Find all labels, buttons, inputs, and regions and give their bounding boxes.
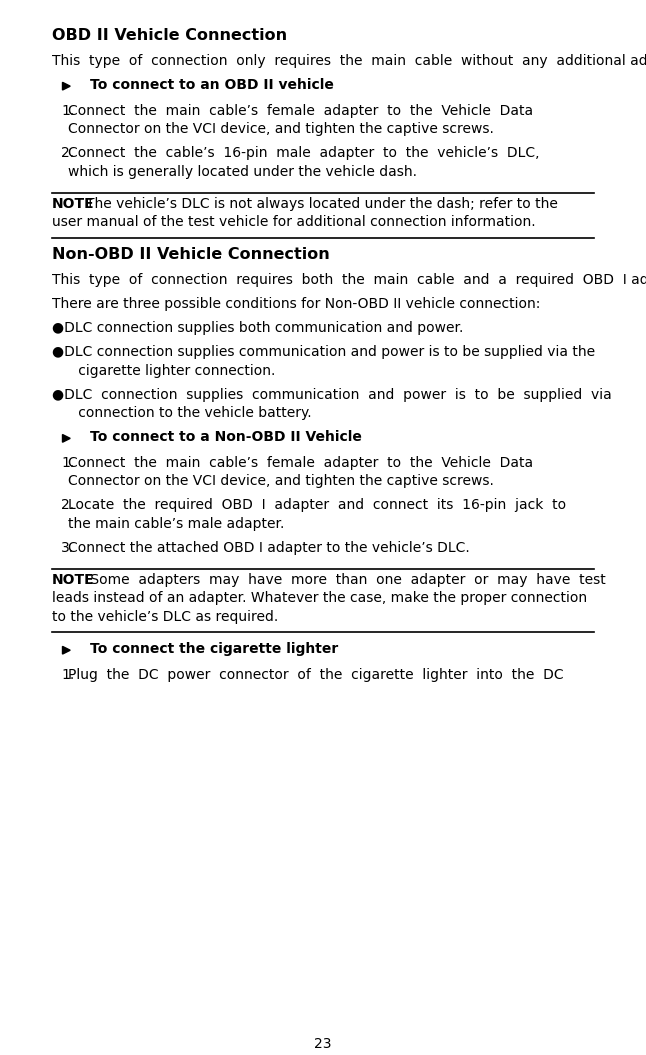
Text: To connect the cigarette lighter: To connect the cigarette lighter [90, 641, 339, 656]
Text: Connect  the  main  cable’s  female  adapter  to  the  Vehicle  Data: Connect the main cable’s female adapter … [68, 456, 533, 469]
Text: ●DLC  connection  supplies  communication  and  power  is  to  be  supplied  via: ●DLC connection supplies communication a… [52, 387, 612, 402]
Text: cigarette lighter connection.: cigarette lighter connection. [52, 364, 275, 378]
Text: There are three possible conditions for Non-OBD II vehicle connection:: There are three possible conditions for … [52, 298, 540, 311]
Text: 1.: 1. [61, 668, 74, 682]
Text: leads instead of an adapter. Whatever the case, make the proper connection: leads instead of an adapter. Whatever th… [52, 592, 587, 606]
Text: 2.: 2. [61, 498, 74, 513]
Text: connection to the vehicle battery.: connection to the vehicle battery. [52, 406, 311, 420]
Text: : The vehicle’s DLC is not always located under the dash; refer to the: : The vehicle’s DLC is not always locate… [78, 196, 558, 211]
Text: This  type  of  connection  only  requires  the  main  cable  without  any  addi: This type of connection only requires th… [52, 54, 646, 68]
Text: ●DLC connection supplies communication and power is to be supplied via the: ●DLC connection supplies communication a… [52, 345, 595, 359]
Text: Connector on the VCI device, and tighten the captive screws.: Connector on the VCI device, and tighten… [68, 475, 494, 488]
Text: 3.: 3. [61, 541, 74, 555]
Text: Connect the attached OBD I adapter to the vehicle’s DLC.: Connect the attached OBD I adapter to th… [68, 541, 470, 555]
Text: Connect  the  cable’s  16-pin  male  adapter  to  the  vehicle’s  DLC,: Connect the cable’s 16-pin male adapter … [68, 147, 539, 160]
Text: To connect to a Non-OBD II Vehicle: To connect to a Non-OBD II Vehicle [90, 430, 362, 444]
Text: the main cable’s male adapter.: the main cable’s male adapter. [68, 517, 284, 531]
Text: 2.: 2. [61, 147, 74, 160]
Text: :  Some  adapters  may  have  more  than  one  adapter  or  may  have  test: : Some adapters may have more than one a… [78, 573, 606, 587]
Text: This  type  of  connection  requires  both  the  main  cable  and  a  required  : This type of connection requires both th… [52, 273, 646, 287]
Text: 23: 23 [314, 1037, 332, 1051]
Text: OBD II Vehicle Connection: OBD II Vehicle Connection [52, 28, 287, 43]
Polygon shape [63, 82, 70, 90]
Text: Connect  the  main  cable’s  female  adapter  to  the  Vehicle  Data: Connect the main cable’s female adapter … [68, 103, 533, 118]
Text: NOTE: NOTE [52, 573, 94, 587]
Text: NOTE: NOTE [52, 196, 94, 211]
Text: 1.: 1. [61, 103, 74, 118]
Text: Locate  the  required  OBD  I  adapter  and  connect  its  16-pin  jack  to: Locate the required OBD I adapter and co… [68, 498, 566, 513]
Text: Plug  the  DC  power  connector  of  the  cigarette  lighter  into  the  DC: Plug the DC power connector of the cigar… [68, 668, 563, 682]
Text: to the vehicle’s DLC as required.: to the vehicle’s DLC as required. [52, 610, 278, 624]
Text: ●DLC connection supplies both communication and power.: ●DLC connection supplies both communicat… [52, 321, 463, 335]
Text: which is generally located under the vehicle dash.: which is generally located under the veh… [68, 165, 417, 178]
Polygon shape [63, 435, 70, 442]
Text: Connector on the VCI device, and tighten the captive screws.: Connector on the VCI device, and tighten… [68, 122, 494, 136]
Text: 1.: 1. [61, 456, 74, 469]
Text: Non-OBD II Vehicle Connection: Non-OBD II Vehicle Connection [52, 247, 329, 263]
Polygon shape [63, 647, 70, 654]
Text: To connect to an OBD II vehicle: To connect to an OBD II vehicle [90, 78, 334, 92]
Text: user manual of the test vehicle for additional connection information.: user manual of the test vehicle for addi… [52, 215, 536, 229]
